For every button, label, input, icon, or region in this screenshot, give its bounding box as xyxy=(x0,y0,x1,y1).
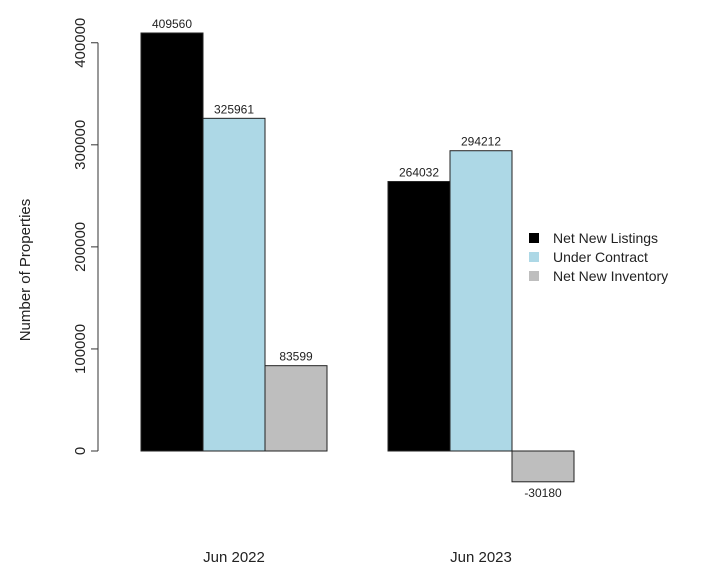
data-label: -30180 xyxy=(524,486,562,500)
data-label: 83599 xyxy=(279,350,313,364)
bar-net-new-listings xyxy=(140,32,204,452)
x-category-label: Jun 2023 xyxy=(450,549,512,566)
data-label: 325961 xyxy=(214,102,254,116)
bar-net-new-listings xyxy=(387,181,451,452)
legend-label-under-contract: Under Contract xyxy=(553,249,648,265)
y-tick-label: 100000 xyxy=(72,324,89,374)
data-label: 294212 xyxy=(461,135,501,149)
x-axis-categories: Jun 2022 Jun 2023 xyxy=(203,549,512,566)
data-labels: 409560 325961 83599 264032 294212 -30180 xyxy=(152,17,562,500)
bar-net-new-inventory xyxy=(511,450,575,483)
y-tick-label: 400000 xyxy=(72,18,89,68)
bars xyxy=(140,32,575,483)
data-label: 409560 xyxy=(152,17,192,31)
y-axis-label: Number of Properties xyxy=(17,199,34,342)
data-label: 264032 xyxy=(399,166,439,180)
legend-label-net-new-inventory: Net New Inventory xyxy=(553,268,668,284)
y-axis: 0 100000 200000 300000 400000 xyxy=(72,18,99,455)
bar-under-contract xyxy=(202,117,266,452)
y-tick-label: 0 xyxy=(72,447,89,455)
legend-label-net-new-listings: Net New Listings xyxy=(553,230,658,246)
legend-swatch-under-contract xyxy=(529,252,539,262)
legend-swatch-net-new-listings xyxy=(529,233,539,243)
bar-net-new-inventory xyxy=(264,365,328,452)
legend: Net New Listings Under Contract Net New In… xyxy=(529,230,668,284)
y-tick-label: 300000 xyxy=(72,120,89,170)
x-category-label: Jun 2022 xyxy=(203,549,265,566)
bar-under-contract xyxy=(449,150,513,452)
legend-swatch-net-new-inventory xyxy=(529,271,539,281)
y-tick-label: 200000 xyxy=(72,222,89,272)
